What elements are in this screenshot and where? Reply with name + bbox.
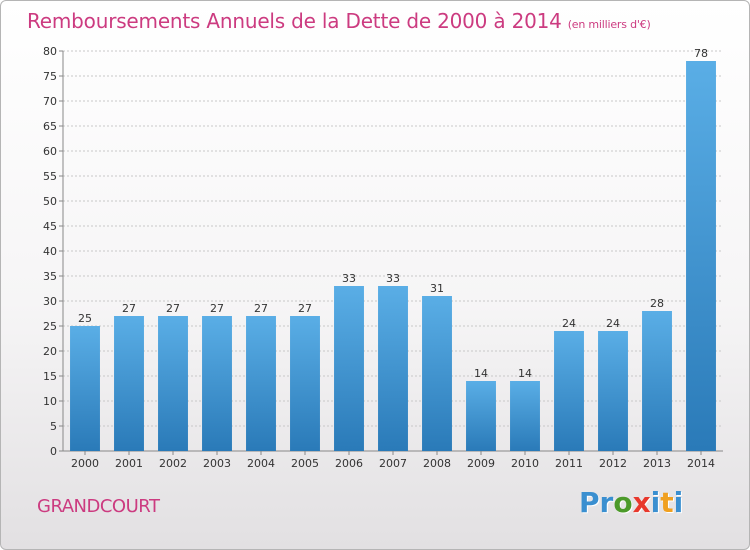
x-tick-label: 2003 [203,457,231,470]
bar [466,381,496,451]
bar [642,311,672,451]
x-tick-label: 2001 [115,457,143,470]
y-tick-label: 5 [50,420,57,433]
data-label: 33 [342,272,356,285]
logo-letter: r [599,486,614,519]
x-tick-label: 2014 [687,457,715,470]
bar [686,61,716,451]
proxiti-logo[interactable]: Proxiti [579,486,683,519]
city-name: GRANDCOURT [37,496,160,517]
chart-title-text: Remboursements Annuels de la Dette de 20… [27,9,562,33]
logo-letter: o [613,486,633,519]
bar [334,286,364,451]
data-label: 33 [386,272,400,285]
bar [202,316,232,451]
logo-letter: P [579,486,600,519]
bar [70,326,100,451]
data-label: 27 [166,302,180,315]
x-tick-label: 2004 [247,457,275,470]
logo-letter: x [632,486,651,519]
bar [554,331,584,451]
x-tick-label: 2006 [335,457,363,470]
y-tick-label: 10 [43,395,57,408]
data-label: 27 [254,302,268,315]
y-tick-label: 65 [43,120,57,133]
bar [422,296,452,451]
y-tick-label: 0 [50,445,57,458]
data-label: 24 [606,317,620,330]
y-tick-label: 15 [43,370,57,383]
data-label: 31 [430,282,444,295]
logo-letter: i [650,486,661,519]
y-tick-label: 35 [43,270,57,283]
y-tick-label: 80 [43,45,57,58]
data-label: 14 [518,367,532,380]
bar [246,316,276,451]
y-tick-label: 30 [43,295,57,308]
logo-letter: t [660,486,674,519]
data-label: 27 [210,302,224,315]
data-label: 25 [78,312,92,325]
chart-unit-label: (en milliers d'€) [567,18,651,31]
x-tick-label: 2012 [599,457,627,470]
y-tick-label: 60 [43,145,57,158]
x-tick-label: 2009 [467,457,495,470]
data-label: 27 [122,302,136,315]
bar [290,316,320,451]
x-tick-label: 2010 [511,457,539,470]
bars [70,61,716,451]
y-tick-label: 45 [43,220,57,233]
labels: 0 5 10 15 20 25 30 35 40 45 50 55 60 65 70 75 80 25 2000 27… [43,45,715,470]
chart-title: Remboursements Annuels de la Dette de 20… [27,9,651,33]
x-tick-label: 2005 [291,457,319,470]
bar [598,331,628,451]
logo-letter: i [673,486,684,519]
x-tick-label: 2008 [423,457,451,470]
bar [158,316,188,451]
bar [510,381,540,451]
y-tick-label: 25 [43,320,57,333]
data-label: 27 [298,302,312,315]
y-tick-label: 70 [43,95,57,108]
x-tick-label: 2007 [379,457,407,470]
data-label: 14 [474,367,488,380]
x-tick-label: 2000 [71,457,99,470]
y-tick-label: 20 [43,345,57,358]
x-tick-label: 2011 [555,457,583,470]
x-tick-label: 2013 [643,457,671,470]
y-tick-label: 40 [43,245,57,258]
y-tick-label: 50 [43,195,57,208]
data-label: 24 [562,317,576,330]
bar [114,316,144,451]
x-tick-label: 2002 [159,457,187,470]
y-tick-label: 75 [43,70,57,83]
bar [378,286,408,451]
data-label: 28 [650,297,664,310]
y-tick-label: 55 [43,170,57,183]
data-label: 78 [694,47,708,60]
